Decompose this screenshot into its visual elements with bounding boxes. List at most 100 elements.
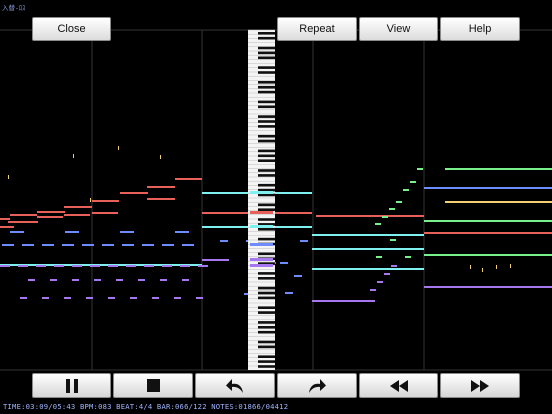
pause-button[interactable] [32,373,111,398]
black-key [258,296,275,300]
note [405,256,411,258]
note [120,231,134,233]
rewind-button[interactable] [359,373,438,398]
active-key [250,211,273,214]
note [376,256,382,258]
note [389,208,395,210]
note [160,279,167,281]
note [86,297,93,299]
note [92,200,119,202]
note [382,216,388,218]
fast-forward-button[interactable] [440,373,520,398]
note [410,181,416,183]
note [152,297,159,299]
note [285,292,293,294]
note [62,244,74,246]
black-key [258,272,275,275]
black-key [258,115,275,118]
active-key [250,191,273,194]
note [180,265,190,267]
stop-button[interactable] [113,373,193,398]
note [390,239,396,241]
note [147,198,175,200]
note [396,201,402,203]
black-key [258,81,275,84]
black-key [258,120,275,123]
black-key [258,277,275,280]
stop-icon [146,379,160,392]
note [102,244,114,246]
note-tick [470,265,471,269]
note [424,286,552,288]
black-key [258,228,275,231]
active-key [250,264,273,267]
black-key [258,159,275,162]
note [64,297,71,299]
black-key [258,306,275,309]
note [130,297,137,299]
undo-button[interactable] [195,373,275,398]
black-key [258,46,275,50]
note [424,254,552,256]
note [391,265,397,267]
note [138,279,145,281]
pause-icon [65,378,78,393]
repeat-button[interactable]: Repeat [277,17,357,41]
note [174,297,181,299]
black-key [258,286,275,290]
black-key [258,252,275,256]
note [10,214,37,216]
note [54,265,64,267]
note [92,212,118,214]
note [0,265,10,267]
black-key [258,208,275,211]
black-key [258,193,275,197]
black-key [258,125,275,128]
note-tick [510,264,511,268]
note [108,265,118,267]
note [120,192,148,194]
note [377,281,383,283]
note [198,265,208,267]
black-key [258,203,275,207]
fast-forward-icon [471,379,489,392]
black-key [258,32,275,35]
black-key [258,154,275,158]
note [142,244,154,246]
note [22,244,34,246]
black-key [258,85,275,89]
note [28,279,35,281]
note [0,264,202,266]
black-key [258,149,275,153]
note [64,206,92,208]
note [108,297,115,299]
note [90,265,100,267]
view-button[interactable]: View [359,17,438,41]
note [294,275,302,277]
note [220,240,228,242]
note [0,218,10,220]
note [126,265,136,267]
redo-button[interactable] [277,373,357,398]
status-bar: TIME:03:09/05:43 BPM:083 BEAT:4/4 BAR:06… [3,402,289,411]
note [122,244,134,246]
black-key [258,345,275,349]
note [37,216,63,218]
help-button[interactable]: Help [440,17,520,41]
black-key [258,183,275,187]
note [370,289,376,291]
note-tick [118,146,119,150]
black-key [258,291,275,295]
black-key [258,100,275,104]
black-key [258,169,275,172]
close-button[interactable]: Close [32,17,111,41]
black-key [258,330,275,334]
black-key [258,321,275,324]
note [280,262,288,264]
note [18,265,28,267]
note [175,231,189,233]
black-key [258,51,275,55]
note-tick [482,268,483,272]
